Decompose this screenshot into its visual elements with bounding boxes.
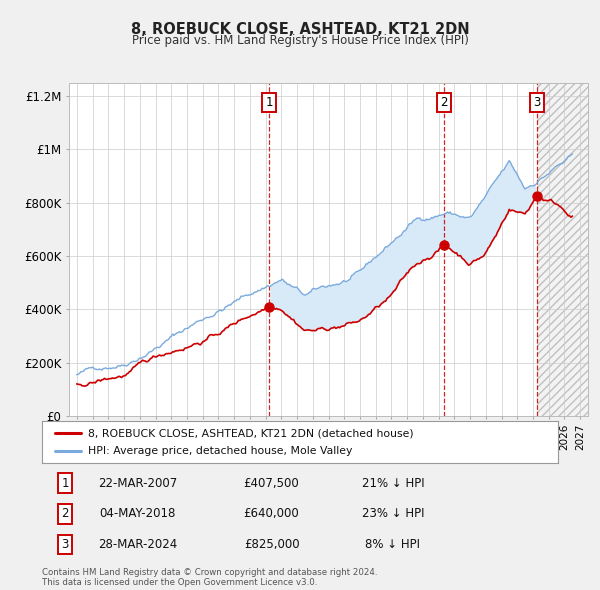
Text: Price paid vs. HM Land Registry's House Price Index (HPI): Price paid vs. HM Land Registry's House … (131, 34, 469, 47)
Text: HPI: Average price, detached house, Mole Valley: HPI: Average price, detached house, Mole… (88, 446, 353, 456)
Text: £640,000: £640,000 (244, 507, 299, 520)
Text: 3: 3 (62, 538, 69, 551)
Text: 8, ROEBUCK CLOSE, ASHTEAD, KT21 2DN: 8, ROEBUCK CLOSE, ASHTEAD, KT21 2DN (131, 22, 469, 37)
Text: 04-MAY-2018: 04-MAY-2018 (99, 507, 176, 520)
Text: 22-MAR-2007: 22-MAR-2007 (98, 477, 177, 490)
Text: 8, ROEBUCK CLOSE, ASHTEAD, KT21 2DN (detached house): 8, ROEBUCK CLOSE, ASHTEAD, KT21 2DN (det… (88, 428, 414, 438)
Text: £825,000: £825,000 (244, 538, 299, 551)
Text: 1: 1 (61, 477, 69, 490)
Bar (537, 83, 588, 416)
Text: Contains HM Land Registry data © Crown copyright and database right 2024.
This d: Contains HM Land Registry data © Crown c… (42, 568, 377, 587)
Text: 3: 3 (533, 96, 541, 109)
Text: 2: 2 (61, 507, 69, 520)
Text: 1: 1 (265, 96, 273, 109)
Text: 28-MAR-2024: 28-MAR-2024 (98, 538, 177, 551)
Text: 2: 2 (440, 96, 448, 109)
Text: 23% ↓ HPI: 23% ↓ HPI (362, 507, 424, 520)
Text: £407,500: £407,500 (244, 477, 299, 490)
Text: 8% ↓ HPI: 8% ↓ HPI (365, 538, 421, 551)
Text: 21% ↓ HPI: 21% ↓ HPI (362, 477, 424, 490)
